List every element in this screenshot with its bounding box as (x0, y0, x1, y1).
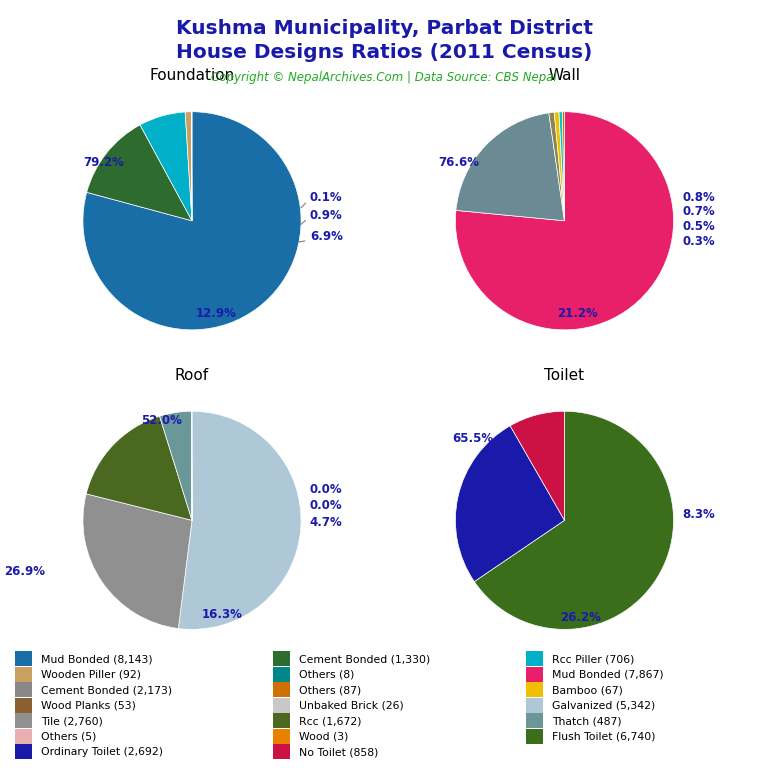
Wedge shape (140, 112, 192, 221)
Wedge shape (185, 112, 192, 221)
Text: Rcc Piller (706): Rcc Piller (706) (552, 654, 634, 664)
Text: 16.3%: 16.3% (202, 608, 243, 621)
Text: 0.8%: 0.8% (682, 191, 715, 204)
Bar (15, 729, 32, 743)
Bar (526, 667, 543, 682)
Text: Wood (3): Wood (3) (299, 732, 348, 742)
Text: Mud Bonded (8,143): Mud Bonded (8,143) (41, 654, 153, 664)
Text: Kushma Municipality, Parbat District
House Designs Ratios (2011 Census): Kushma Municipality, Parbat District Hou… (176, 19, 592, 61)
Text: 0.3%: 0.3% (682, 235, 715, 248)
Text: 0.0%: 0.0% (310, 499, 343, 512)
Bar (15, 698, 32, 713)
Wedge shape (455, 111, 674, 329)
Bar (15, 713, 32, 728)
Text: Thatch (487): Thatch (487) (552, 717, 622, 727)
Title: Wall: Wall (548, 68, 581, 83)
Bar (15, 667, 32, 682)
Text: Cement Bonded (1,330): Cement Bonded (1,330) (299, 654, 430, 664)
Text: 0.0%: 0.0% (310, 483, 343, 496)
Wedge shape (86, 416, 192, 521)
Bar (273, 729, 290, 743)
Text: Tile (2,760): Tile (2,760) (41, 717, 104, 727)
Text: Flush Toilet (6,740): Flush Toilet (6,740) (552, 732, 656, 742)
Wedge shape (455, 425, 564, 581)
Text: Copyright © NepalArchives.Com | Data Source: CBS Nepal: Copyright © NepalArchives.Com | Data Sou… (211, 71, 557, 84)
Text: 0.9%: 0.9% (310, 209, 343, 222)
Text: 26.2%: 26.2% (561, 611, 601, 624)
Text: Others (8): Others (8) (299, 670, 354, 680)
Bar (273, 667, 290, 682)
Text: 52.0%: 52.0% (141, 415, 182, 427)
Wedge shape (549, 112, 564, 221)
Text: 79.2%: 79.2% (84, 156, 124, 169)
Bar (526, 729, 543, 743)
Wedge shape (554, 112, 564, 221)
Text: 76.6%: 76.6% (439, 156, 479, 169)
Wedge shape (160, 412, 192, 521)
Text: Mud Bonded (7,867): Mud Bonded (7,867) (552, 670, 664, 680)
Text: 65.5%: 65.5% (452, 432, 494, 445)
Bar (15, 682, 32, 697)
Text: Rcc (1,672): Rcc (1,672) (299, 717, 361, 727)
Text: Others (5): Others (5) (41, 732, 97, 742)
Text: 0.5%: 0.5% (682, 220, 715, 233)
Wedge shape (559, 112, 564, 221)
Title: Foundation: Foundation (149, 68, 235, 83)
Text: 26.9%: 26.9% (4, 564, 45, 578)
Wedge shape (475, 412, 674, 629)
Text: 0.7%: 0.7% (682, 205, 715, 218)
Text: Wooden Piller (92): Wooden Piller (92) (41, 670, 141, 680)
Bar (273, 698, 290, 713)
Text: 0.1%: 0.1% (310, 191, 343, 204)
Wedge shape (83, 111, 301, 329)
Wedge shape (87, 125, 192, 221)
Title: Roof: Roof (175, 368, 209, 382)
Wedge shape (456, 113, 564, 221)
Wedge shape (562, 111, 564, 221)
Wedge shape (83, 494, 192, 628)
Text: 6.9%: 6.9% (310, 230, 343, 243)
Bar (15, 651, 32, 666)
Text: 8.3%: 8.3% (682, 508, 715, 521)
Bar (273, 682, 290, 697)
Text: Unbaked Brick (26): Unbaked Brick (26) (299, 700, 403, 711)
Text: 12.9%: 12.9% (196, 306, 237, 319)
Text: Others (87): Others (87) (299, 685, 361, 695)
Wedge shape (178, 412, 301, 629)
Bar (273, 713, 290, 728)
Text: No Toilet (858): No Toilet (858) (299, 747, 378, 757)
Text: Galvanized (5,342): Galvanized (5,342) (552, 700, 655, 711)
Text: Cement Bonded (2,173): Cement Bonded (2,173) (41, 685, 173, 695)
Bar (526, 651, 543, 666)
Wedge shape (510, 412, 564, 521)
Bar (526, 713, 543, 728)
Text: 4.7%: 4.7% (310, 516, 343, 529)
Text: Wood Planks (53): Wood Planks (53) (41, 700, 137, 711)
Bar (273, 744, 290, 760)
Text: Ordinary Toilet (2,692): Ordinary Toilet (2,692) (41, 747, 164, 757)
Text: 21.2%: 21.2% (558, 306, 598, 319)
Text: Bamboo (67): Bamboo (67) (552, 685, 623, 695)
Bar (15, 744, 32, 760)
Bar (526, 682, 543, 697)
Bar (273, 651, 290, 666)
Title: Toilet: Toilet (545, 368, 584, 382)
Bar (526, 698, 543, 713)
